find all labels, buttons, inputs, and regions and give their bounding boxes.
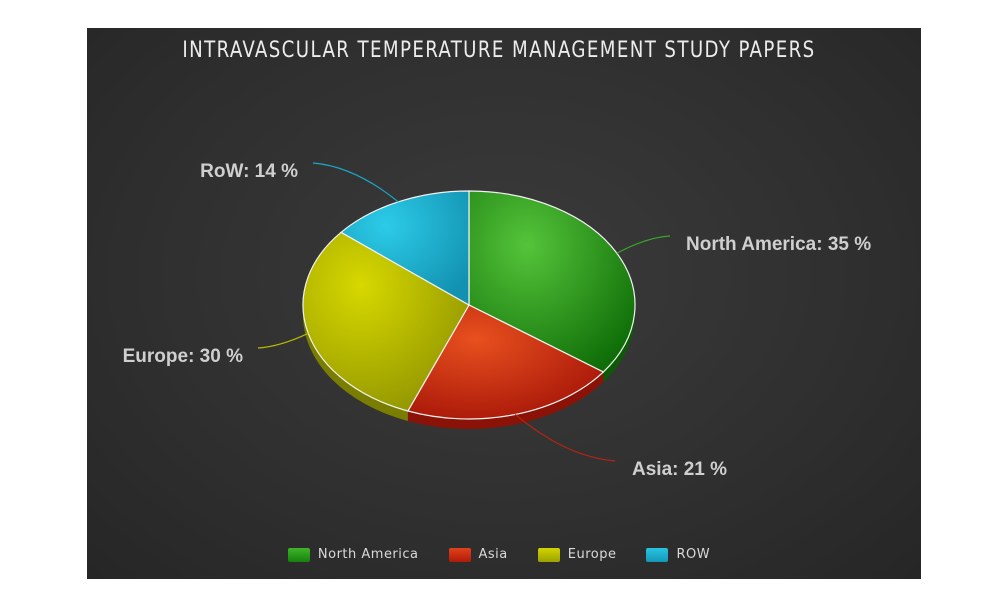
legend-label: Asia [478, 547, 508, 562]
data-label-north-america: North America: 35 % [686, 234, 871, 255]
leader-line-row [312, 162, 399, 203]
data-label-europe: Europe: 30 % [123, 346, 243, 367]
legend-item-row[interactable]: ROW [646, 547, 710, 562]
pie-slice-row[interactable] [340, 190, 470, 307]
legend-swatch [287, 547, 310, 562]
data-label-row: RoW: 14 % [200, 161, 298, 182]
data-label-asia: Asia: 21 % [632, 459, 727, 480]
pie-slice-side-europe [303, 305, 408, 421]
pie-slice-north-america[interactable] [468, 190, 636, 373]
legend-item-europe[interactable]: Europe [537, 547, 617, 562]
legend-label: ROW [676, 547, 711, 562]
chart-title: INTRAVASCULAR TEMPERATURE MANAGEMENT STU… [182, 38, 816, 63]
pie-slice-side-north-america [603, 305, 635, 383]
legend: North America Asia Europe ROW [0, 547, 998, 562]
legend-label: North America [317, 547, 419, 562]
pie-slice-asia[interactable] [406, 304, 605, 420]
pie-slice-side-asia [407, 372, 604, 429]
legend-label: Europe [567, 547, 617, 562]
legend-item-asia[interactable]: Asia [448, 547, 508, 562]
leader-line-europe [257, 332, 309, 349]
leader-line-north-america [616, 235, 671, 254]
leader-line-asia [514, 414, 616, 462]
legend-swatch [448, 547, 471, 562]
legend-swatch [537, 547, 560, 562]
legend-item-north-america[interactable]: North America [287, 547, 419, 562]
legend-swatch [646, 547, 669, 562]
